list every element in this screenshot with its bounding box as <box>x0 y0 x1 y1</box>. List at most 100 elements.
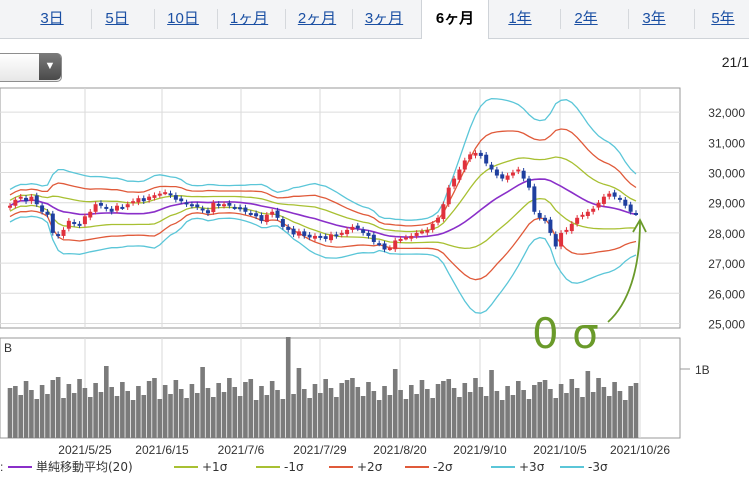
tab-separator <box>628 9 629 29</box>
candle-body <box>173 195 178 200</box>
volume-bar <box>178 389 184 438</box>
candle-body <box>227 203 232 206</box>
tab-9[interactable]: 2年 <box>574 10 598 27</box>
candle-body <box>238 207 243 210</box>
candle-body <box>532 186 537 212</box>
candle-body <box>617 197 622 200</box>
candle-body <box>45 211 50 215</box>
volume-bar <box>23 381 29 438</box>
volume-bar <box>285 337 291 438</box>
candle-body <box>452 178 457 187</box>
tab-separator <box>285 9 286 29</box>
volume-bar <box>553 398 559 438</box>
x-tick-label: 2021/10/5 <box>533 443 587 457</box>
y-tick-label: 28,000 <box>708 227 745 241</box>
candle-body <box>591 208 596 212</box>
x-tick-label: 2021/7/29 <box>293 443 347 457</box>
volume-bar <box>515 381 521 438</box>
volume-bar <box>248 379 254 438</box>
band-line-6 <box>9 215 637 314</box>
candle-body <box>222 204 227 207</box>
y-tick-label: 27,000 <box>708 257 745 271</box>
volume-bar <box>425 389 430 438</box>
candle-body <box>216 203 221 206</box>
candle-body <box>141 198 146 202</box>
volume-bar <box>87 397 93 438</box>
candle-body <box>18 196 23 199</box>
candle-body <box>329 234 334 241</box>
candle-body <box>307 234 312 238</box>
candle-body <box>468 154 473 160</box>
volume-bar <box>232 387 238 438</box>
x-tick-label: 2021/8/20 <box>373 443 427 457</box>
candle-body <box>596 202 601 208</box>
candle-body <box>382 243 387 250</box>
candle-body <box>521 170 526 179</box>
tab-1[interactable]: 3日 <box>40 10 64 27</box>
volume-bar <box>408 385 414 438</box>
tab-11[interactable]: 5年 <box>711 10 735 27</box>
candle-body <box>302 231 307 236</box>
volume-bar <box>39 385 45 438</box>
volume-bar <box>275 390 280 438</box>
volume-bar <box>82 388 88 438</box>
volume-bar <box>323 379 328 438</box>
tab-8[interactable]: 1年 <box>508 10 532 27</box>
volume-bar <box>494 391 500 438</box>
volume-bar <box>366 382 371 438</box>
candle-body <box>318 235 323 238</box>
volume-bar <box>403 399 409 438</box>
volume-bar <box>590 392 596 438</box>
volume-bar <box>194 393 200 438</box>
band-line-2 <box>9 197 637 250</box>
candle-body <box>580 214 585 217</box>
candle-body <box>243 207 248 212</box>
volume-bar <box>221 392 227 438</box>
legend-label: -1σ <box>284 460 304 474</box>
x-tick-label: 2021/9/10 <box>453 443 507 457</box>
tab-7[interactable]: 6ヶ月 <box>421 0 489 39</box>
candle-body <box>205 210 210 214</box>
x-tick-label: 2021/5/25 <box>58 443 112 457</box>
candle-body <box>163 192 168 195</box>
volume-bar <box>628 386 633 438</box>
volume-bar <box>237 396 243 438</box>
volume-bar <box>253 400 259 438</box>
tab-5[interactable]: 2ヶ月 <box>297 10 337 27</box>
volume-bar <box>580 397 585 438</box>
candle-body <box>564 229 569 232</box>
chevron-down-icon[interactable]: ▼ <box>39 53 61 80</box>
volume-bar <box>355 387 361 438</box>
candle-body <box>109 208 114 212</box>
volume-bar <box>601 387 607 438</box>
x-tick-label: 2021/10/26 <box>610 443 670 457</box>
candle-body <box>484 154 489 164</box>
volume-bar <box>521 390 526 438</box>
candle-body <box>436 217 441 223</box>
candle-body <box>500 174 505 179</box>
volume-bar <box>478 387 484 438</box>
tab-10[interactable]: 3年 <box>642 10 666 27</box>
tab-6[interactable]: 3ヶ月 <box>364 10 404 27</box>
candle-body <box>189 204 194 207</box>
candle-body <box>24 197 29 202</box>
tab-2[interactable]: 5日 <box>105 10 129 27</box>
candle-body <box>585 211 590 216</box>
tab-separator <box>154 9 155 29</box>
volume-bar <box>446 379 452 438</box>
candle-body <box>120 206 125 209</box>
candle-body <box>441 204 446 220</box>
volume-bar <box>382 386 387 438</box>
candle-body <box>152 195 157 198</box>
candle-body <box>516 169 521 172</box>
tab-3[interactable]: 10日 <box>167 10 199 27</box>
volume-bar <box>34 399 40 438</box>
candle-body <box>270 211 275 215</box>
volume-bar <box>564 393 569 438</box>
candle-body <box>88 211 93 218</box>
candle-body <box>8 205 12 208</box>
candle-body <box>323 236 328 239</box>
period-tabs: 3日 5日 10日 1ヶ月 2ヶ月 3ヶ月 6ヶ月 1年 2年 3年 5年 <box>0 0 749 39</box>
tab-4[interactable]: 1ヶ月 <box>229 10 269 27</box>
